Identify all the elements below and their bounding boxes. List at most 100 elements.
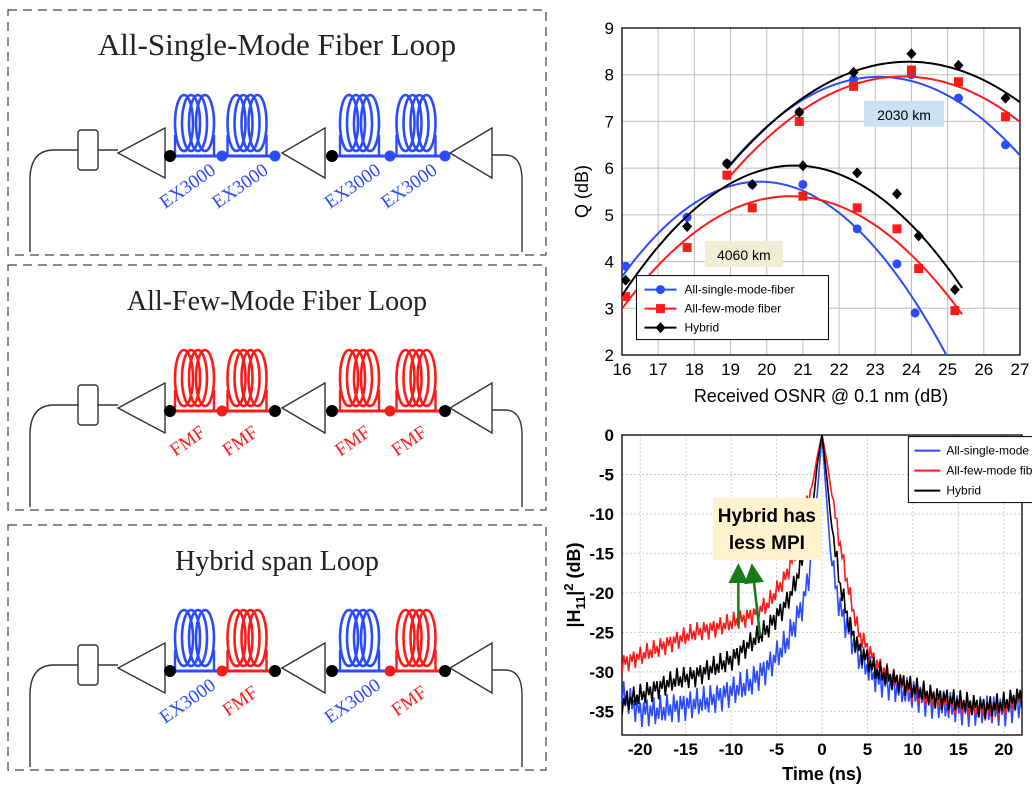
loop-wire-right — [492, 154, 523, 252]
splice-dot — [269, 665, 281, 677]
impulse-response-chart: -20 -15 -10 -5 0 5 10 15 20 0 -5 -10 -15 -20 -25 -30 -35… — [561, 426, 1032, 784]
x-tick-label: 22 — [830, 360, 849, 379]
fiber-coil — [395, 348, 416, 408]
plot-area — [622, 435, 1022, 728]
fiber-coil — [173, 348, 195, 408]
y-tick-label: -15 — [589, 544, 614, 563]
fiber-coil — [402, 348, 423, 408]
series-line-black-4060km — [622, 164, 963, 297]
data-point — [891, 188, 902, 200]
legend-label: Hybrid — [946, 484, 981, 498]
fiber-coil — [187, 608, 209, 668]
y-tick-label: -5 — [599, 465, 614, 484]
filter-box — [77, 129, 99, 171]
fiber-coil — [359, 608, 381, 668]
y-tick-label: 9 — [605, 19, 614, 38]
legend: All-single-mode-fiber All-few-mode fiber H… — [635, 275, 829, 341]
loop-wire-left — [29, 404, 78, 507]
data-point — [1001, 112, 1011, 122]
fiber-coil — [194, 348, 216, 408]
data-point — [682, 243, 692, 253]
x-tick-label: 17 — [649, 360, 668, 379]
data-point — [798, 191, 808, 201]
annotation-2030km: 2030 km — [877, 107, 931, 123]
legend-label: All-single-mode fiber — [946, 444, 1032, 458]
x-tick-label: 26 — [974, 360, 993, 379]
splice-dot — [216, 665, 228, 677]
fiber-coil — [187, 93, 209, 153]
q-vs-osnr-chart: 16 17 18 19 20 21 22 23 24 25 26 2723456789Received… — [572, 19, 1029, 406]
legend-marker — [655, 304, 665, 314]
splice-dot — [269, 150, 281, 162]
splice-dot — [439, 405, 451, 417]
fiber-coil — [233, 93, 254, 153]
y-axis-title-sup: 2 — [561, 583, 576, 590]
series-line-red-4060km — [622, 195, 963, 315]
fiber-coil — [402, 93, 423, 153]
x-tick-label: -15 — [673, 740, 698, 759]
fiber-coil — [226, 93, 247, 153]
fiber-coil — [233, 348, 254, 408]
fiber-label: EX3000 — [321, 675, 385, 729]
splice-dot — [164, 665, 176, 677]
fiber-coil — [395, 93, 416, 153]
x-tick-label: 20 — [757, 360, 776, 379]
fiber-coil — [338, 608, 360, 668]
data-point — [953, 59, 964, 71]
fiber-coil — [194, 93, 216, 153]
panel-border — [7, 524, 547, 771]
fiber-label: FMF — [219, 422, 262, 461]
y-axis-title: |H11|2 (dB) — [561, 542, 588, 627]
x-axis-title: Received OSNR @ 0.1 nm (dB) — [694, 386, 948, 406]
data-point — [852, 224, 862, 234]
x-tick-label: 15 — [949, 740, 968, 759]
y-axis-title-post: | — [564, 591, 584, 596]
loop-title: All-Few-Mode Fiber Loop — [127, 286, 427, 317]
fiber-coil — [352, 608, 374, 668]
fiber-coil — [359, 348, 381, 408]
x-tick-label: -10 — [719, 740, 744, 759]
fiber-label: EX3000 — [208, 160, 272, 214]
y-tick-label: -25 — [589, 623, 614, 642]
amplifier-icon — [448, 126, 493, 180]
series-line-blue-4060km — [622, 180, 948, 355]
splice-dot — [439, 665, 451, 677]
splice-dot — [384, 405, 396, 417]
y-axis-title: Q (dB) — [572, 165, 592, 218]
fiber-coil — [247, 93, 268, 153]
splice-dot — [439, 150, 451, 162]
panel-border — [7, 264, 547, 511]
data-point — [892, 259, 902, 269]
x-tick-label: -5 — [769, 740, 784, 759]
data-point — [913, 230, 924, 242]
x-tick-label: 20 — [994, 740, 1013, 759]
data-point — [892, 224, 902, 234]
loop-wire-right — [492, 669, 523, 767]
fiber-coil — [173, 93, 195, 153]
fiber-coil — [409, 348, 430, 408]
y-tick-label: -35 — [589, 702, 614, 721]
annotation-4060km: 4060 km — [717, 247, 771, 263]
data-point — [722, 170, 732, 180]
data-point — [747, 203, 757, 213]
fiber-coil — [409, 608, 430, 668]
amplifier-icon — [280, 641, 326, 695]
data-point — [849, 81, 859, 91]
fiber-coil — [338, 348, 360, 408]
y-axis-title-pre: |H — [564, 609, 584, 627]
fiber-coil — [402, 608, 423, 668]
fiber-coil — [187, 348, 209, 408]
data-point — [622, 274, 631, 286]
fiber-coil — [194, 608, 216, 668]
y-tick-label: 3 — [605, 299, 614, 318]
data-point — [848, 66, 859, 78]
data-point — [1001, 140, 1011, 150]
x-tick-label: 25 — [938, 360, 957, 379]
data-point — [950, 306, 960, 316]
mpi-arrow — [744, 563, 764, 637]
fiber-coil — [226, 608, 247, 668]
x-tick-label: 16 — [613, 360, 632, 379]
plot-area: 2030 km 4060 km — [622, 48, 1020, 355]
